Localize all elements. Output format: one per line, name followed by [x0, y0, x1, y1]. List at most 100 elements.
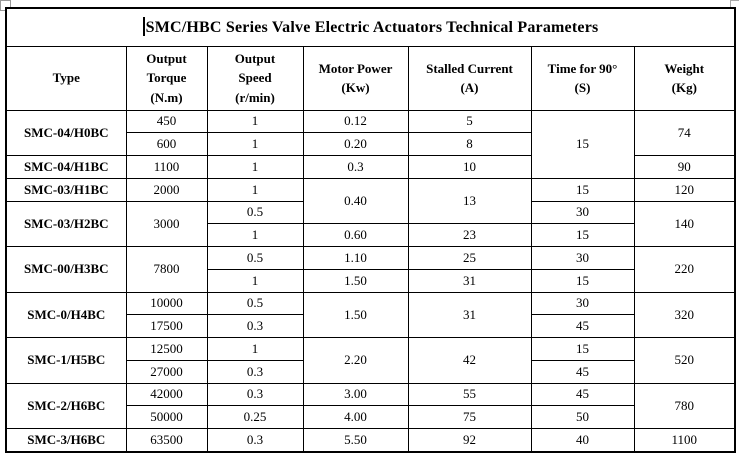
table-cell[interactable]: 63500	[125, 428, 208, 453]
table-title-row: SMC/HBC Series Valve Electric Actuators …	[5, 7, 736, 47]
table-cell[interactable]: 45	[530, 359, 635, 384]
type-cell[interactable]: SMC-2/H6BC	[5, 382, 127, 429]
column-header-weight[interactable]: Weight (Kg)	[633, 45, 736, 111]
table-title-cell[interactable]: SMC/HBC Series Valve Electric Actuators …	[5, 7, 736, 47]
table-cell[interactable]: 75	[407, 405, 532, 429]
table-row: 50000 0.25 4.00 75 50	[6, 405, 735, 429]
table-cell[interactable]: 0.5	[206, 246, 304, 270]
column-header-current[interactable]: Stalled Current (A)	[407, 45, 532, 111]
table-cell[interactable]: 600	[125, 132, 208, 156]
column-header-type[interactable]: Type	[5, 45, 127, 111]
table-cell[interactable]: 0.40	[302, 177, 409, 225]
table-cell[interactable]: 15	[530, 109, 635, 179]
table-cell[interactable]: 520	[633, 337, 736, 384]
type-cell[interactable]: SMC-03/H2BC	[5, 200, 127, 247]
table-cell[interactable]: 4.00	[302, 405, 409, 429]
table-cell[interactable]: 1	[206, 337, 304, 361]
table-cell[interactable]: 1	[206, 177, 304, 202]
table-cell[interactable]: 1	[206, 155, 304, 179]
column-header-torque[interactable]: Output Torque (N.m)	[125, 45, 208, 111]
table-cell[interactable]: 42000	[125, 382, 208, 407]
table-cell[interactable]: 17500	[125, 314, 208, 338]
table-cell[interactable]: 1	[206, 223, 304, 247]
type-cell[interactable]: SMC-03/H1BC	[5, 177, 127, 202]
table-row: SMC-03/H1BC 2000 1 0.40 13 15 120	[5, 177, 736, 225]
table-cell[interactable]: 50000	[125, 405, 208, 429]
table-cell[interactable]: 1100	[633, 428, 736, 453]
table-cell[interactable]: 27000	[125, 359, 208, 384]
table-cell[interactable]: 55	[407, 382, 532, 407]
table-cell[interactable]: 0.25	[206, 405, 304, 429]
table-cell[interactable]: 23	[407, 223, 532, 247]
type-cell[interactable]: SMC-04/H1BC	[5, 155, 127, 179]
table-cell[interactable]: 3000	[125, 200, 208, 247]
table-cell[interactable]: 12500	[125, 337, 208, 361]
table-cell[interactable]: 15	[530, 223, 635, 247]
table-cell[interactable]: 15	[530, 268, 635, 293]
type-cell[interactable]: SMC-0/H4BC	[5, 291, 127, 338]
table-cell[interactable]: 5	[407, 109, 532, 134]
table-cell[interactable]: 780	[633, 382, 736, 429]
table-cell[interactable]: 30	[530, 200, 635, 225]
table-cell[interactable]: 0.3	[206, 314, 304, 338]
type-cell[interactable]: SMC-00/H3BC	[5, 246, 127, 293]
table-cell[interactable]: 2000	[125, 177, 208, 202]
table-cell[interactable]: 450	[125, 109, 208, 134]
table-cell[interactable]: 30	[530, 291, 635, 316]
table-cell[interactable]: 3.00	[302, 382, 409, 407]
table-cell[interactable]: 42	[407, 337, 532, 384]
table-row: SMC-03/H2BC 3000 0.5 30 140	[5, 200, 736, 247]
table-cell[interactable]: 0.5	[206, 200, 304, 225]
table-cell[interactable]: 8	[407, 132, 532, 156]
table-cell[interactable]: 92	[407, 428, 532, 453]
table-cell[interactable]: 15	[530, 337, 635, 361]
table-cell[interactable]: 7800	[125, 246, 208, 293]
header-row: Type Output Torque (N.m) Output Speed (r/min) M…	[5, 45, 736, 111]
table-cell[interactable]: 10	[407, 155, 532, 179]
table-cell[interactable]: 1	[206, 132, 304, 156]
table-cell[interactable]: 0.60	[302, 223, 409, 247]
table-cell[interactable]: 1100	[125, 155, 208, 179]
table-cell[interactable]: 0.3	[206, 359, 304, 384]
actuator-parameters-table: SMC/HBC Series Valve Electric Actuators …	[5, 7, 737, 453]
table-cell[interactable]: 1	[206, 268, 304, 293]
type-cell[interactable]: SMC-3/H6BC	[5, 428, 127, 453]
table-cell[interactable]: 31	[407, 291, 532, 338]
table-cell[interactable]: 10000	[125, 291, 208, 316]
type-cell[interactable]: SMC-04/H0BC	[5, 109, 127, 156]
table-cell[interactable]: 0.3	[206, 428, 304, 453]
table-cell[interactable]: 30	[530, 246, 635, 270]
column-header-power[interactable]: Motor Power (Kw)	[302, 45, 409, 111]
table-cell[interactable]: 320	[633, 291, 736, 338]
table-cell[interactable]: 1	[206, 109, 304, 134]
table-cell[interactable]: 2.20	[302, 337, 409, 384]
table-cell[interactable]: 0.20	[302, 132, 409, 156]
table-cell[interactable]: 25	[407, 246, 532, 270]
table-title: SMC/HBC Series Valve Electric Actuators …	[145, 19, 599, 37]
table-cell[interactable]: 45	[530, 382, 635, 407]
table-cell[interactable]: 74	[633, 109, 736, 156]
table-cell[interactable]: 120	[633, 177, 736, 202]
table-row: SMC-0/H4BC 10000 0.5 1.50 31 30 320	[5, 291, 736, 338]
table-cell[interactable]: 0.12	[302, 109, 409, 134]
table-cell[interactable]: 220	[633, 246, 736, 293]
column-header-time[interactable]: Time for 90° (S)	[530, 45, 635, 111]
column-header-speed[interactable]: Output Speed (r/min)	[206, 45, 304, 111]
table-cell[interactable]: 31	[407, 268, 532, 293]
table-cell[interactable]: 13	[407, 177, 532, 225]
table-cell[interactable]: 1.50	[302, 268, 409, 293]
table-cell[interactable]: 40	[530, 428, 635, 453]
table-cell[interactable]: 140	[633, 200, 736, 247]
table-cell[interactable]: 1.50	[302, 291, 409, 338]
table-cell[interactable]: 5.50	[302, 428, 409, 453]
table-cell[interactable]: 15	[530, 177, 635, 202]
table-cell[interactable]: 0.3	[302, 155, 409, 179]
table-cell[interactable]: 45	[530, 314, 635, 338]
table-cell[interactable]: 50	[530, 405, 635, 429]
table-cell[interactable]: 0.3	[206, 382, 304, 407]
table-cell[interactable]: 0.5	[206, 291, 304, 316]
table-cell[interactable]: 90	[633, 155, 736, 179]
table-row: SMC-00/H3BC 7800 0.5 1.10 25 30 220	[5, 246, 736, 293]
type-cell[interactable]: SMC-1/H5BC	[5, 337, 127, 384]
table-cell[interactable]: 1.10	[302, 246, 409, 270]
